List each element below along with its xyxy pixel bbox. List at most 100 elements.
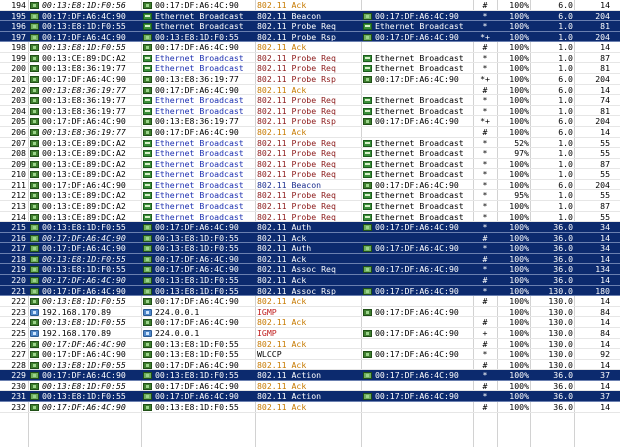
data-rate: 130.0: [531, 286, 573, 296]
table-row[interactable]: 206 00:13:E8:36:19:77 00:17:DF:A6:4C:90 802…: [0, 127, 620, 138]
receiver-address-text: Ethernet Broadcast: [375, 169, 464, 179]
table-row[interactable]: 229 00:17:DF:A6:4C:90 00:13:E8:1D:F0:55 802…: [0, 370, 620, 381]
data-rate: 1.0: [531, 32, 573, 42]
protocol-text: 802.11 Probe Req: [257, 137, 336, 148]
protocol: 802.11 Ack: [257, 233, 361, 243]
signal-text: 100%: [509, 264, 529, 275]
table-row[interactable]: 232 00:17:DF:A6:4C:90 00:13:E8:1D:F0:55 802…: [0, 402, 620, 413]
table-row[interactable]: 217 00:17:DF:A6:4C:90 00:13:E8:1D:F0:55 802…: [0, 243, 620, 254]
protocol-text: 802.11 Probe Rsp: [257, 116, 336, 126]
table-row[interactable]: 224 00:13:E8:1D:F0:55 00:17:DF:A6:4C:90 802…: [0, 317, 620, 328]
device-icon: [143, 404, 152, 412]
table-row[interactable]: 202 00:13:E8:36:19:77 00:17:DF:A6:4C:90 802…: [0, 85, 620, 96]
receiver-address-text: 00:17:DF:A6:4C:90: [375, 74, 459, 84]
device-icon: [30, 382, 39, 390]
source-address-text: 00:13:E8:1D:F0:55: [42, 391, 126, 402]
receiver-address-text: Ethernet Broadcast: [375, 95, 464, 105]
protocol: 802.11 Ack: [257, 85, 361, 95]
signal: 95%: [499, 190, 529, 200]
table-row[interactable]: 212 00:13:CE:89:DC:A2 Ethernet Broadcast 80…: [0, 190, 620, 202]
receiver-address-text: 00:17:DF:A6:4C:90: [375, 116, 459, 126]
size-text: 14: [600, 84, 610, 95]
table-row[interactable]: 201 00:17:DF:A6:4C:90 00:13:E8:36:19:77 802…: [0, 74, 620, 85]
table-row[interactable]: 226 00:17:DF:A6:4C:90 00:13:E8:1D:F0:55 802…: [0, 339, 620, 350]
table-row[interactable]: 222 00:13:E8:1D:F0:55 00:17:DF:A6:4C:90 802…: [0, 296, 620, 307]
signal: 100%: [499, 21, 529, 31]
table-row[interactable]: 218 00:13:E8:1D:F0:55 00:17:DF:A6:4C:90 802…: [0, 253, 620, 265]
destination-address: 00:13:E8:36:19:77: [143, 74, 255, 84]
table-row[interactable]: 204 00:13:E8:36:19:77 Ethernet Broadcast 80…: [0, 106, 620, 117]
device-icon: [143, 393, 152, 401]
table-row[interactable]: 195 00:17:DF:A6:4C:90 Ethernet Broadcast 80…: [0, 10, 620, 22]
table-row[interactable]: 225 192.168.170.89 224.0.0.1 IGMP 00:17:DF:A…: [0, 328, 620, 339]
destination-address: Ethernet Broadcast: [143, 21, 255, 31]
data-rate-text: 36.0: [553, 402, 573, 412]
size-text: 81: [600, 105, 610, 116]
table-row[interactable]: 207 00:13:CE:89:DC:A2 Ethernet Broadcast 80…: [0, 138, 620, 149]
receiver-address: [363, 254, 473, 264]
table-row[interactable]: 205 00:17:DF:A6:4C:90 00:13:E8:36:19:77 802…: [0, 116, 620, 127]
device-icon: [143, 86, 152, 94]
receiver-address: 00:17:DF:A6:4C:90: [363, 243, 473, 253]
packet-number: 219: [0, 264, 26, 274]
size: 37: [576, 391, 610, 401]
table-row[interactable]: 203 00:13:E8:36:19:77 Ethernet Broadcast 80…: [0, 95, 620, 106]
table-row[interactable]: 199 00:13:CE:89:DC:A2 Ethernet Broadcast 80…: [0, 53, 620, 64]
broadcast-icon: [143, 160, 152, 168]
table-row[interactable]: 231 00:13:E8:1D:F0:55 00:17:DF:A6:4C:90 802…: [0, 391, 620, 403]
table-row[interactable]: 197 00:17:DF:A6:4C:90 00:13:E8:1D:F0:55 802…: [0, 31, 620, 43]
table-row[interactable]: 220 00:17:DF:A6:4C:90 00:13:E8:1D:F0:55 802…: [0, 275, 620, 286]
size-text: 87: [600, 201, 610, 211]
table-row[interactable]: 209 00:13:CE:89:DC:A2 Ethernet Broadcast 80…: [0, 159, 620, 170]
table-row[interactable]: 221 00:17:DF:A6:4C:90 00:13:E8:1D:F0:55 802…: [0, 285, 620, 297]
destination-address-text: Ethernet Broadcast: [155, 105, 244, 116]
protocol: 802.11 Probe Req: [257, 95, 361, 105]
protocol: 802.11 Ack: [257, 42, 361, 52]
packet-number-text: 225: [11, 327, 26, 338]
signal: 100%: [499, 254, 529, 264]
table-row[interactable]: 196 00:13:E8:1D:F0:55 Ethernet Broadcast 80…: [0, 21, 620, 32]
table-row[interactable]: 194 00:13:E8:1D:F0:56 00:17:DF:A6:4C:90 802…: [0, 0, 620, 11]
source-address: 00:13:E8:1D:F0:55: [30, 254, 140, 263]
receiver-address: [363, 296, 473, 306]
table-row[interactable]: 198 00:13:E8:1D:F0:55 00:17:DF:A6:4C:90 802…: [0, 42, 620, 53]
table-row[interactable]: 219 00:13:E8:1D:F0:55 00:17:DF:A6:4C:90 802…: [0, 264, 620, 276]
flags-text: *: [482, 169, 488, 179]
source-address-text: 00:13:E8:1D:F0:55: [42, 222, 126, 232]
destination-address-text: Ethernet Broadcast: [155, 52, 244, 63]
broadcast-icon: [363, 192, 372, 200]
table-row[interactable]: 230 00:13:E8:1D:F0:55 00:17:DF:A6:4C:90 802…: [0, 381, 620, 392]
table-row[interactable]: 223 192.168.170.89 224.0.0.1 IGMP 00:17:DF:A…: [0, 307, 620, 318]
table-row[interactable]: 228 00:13:E8:1D:F0:55 00:17:DF:A6:4C:90 802…: [0, 360, 620, 371]
signal: 100%: [499, 201, 529, 211]
table-row[interactable]: 216 00:17:DF:A6:4C:90 00:13:E8:1D:F0:55 802…: [0, 232, 620, 244]
protocol-text: 802.11 Assoc Rsp: [257, 285, 336, 296]
receiver-address-text: Ethernet Broadcast: [375, 21, 464, 31]
size: 81: [576, 21, 610, 31]
table-row[interactable]: 214 00:13:CE:89:DC:A2 Ethernet Broadcast 80…: [0, 212, 620, 223]
device-icon: [363, 266, 372, 274]
signal-text: 95%: [514, 190, 529, 201]
flags: *: [474, 370, 496, 380]
flags-text: #: [482, 338, 488, 349]
packet-number-text: 195: [11, 10, 26, 21]
device-icon: [143, 319, 152, 327]
data-rate: 36.0: [531, 243, 573, 253]
flags: *: [474, 212, 496, 222]
flags: *: [474, 349, 496, 359]
table-row[interactable]: 211 00:17:DF:A6:4C:90 Ethernet Broadcast 80…: [0, 180, 620, 191]
table-row[interactable]: 227 00:17:DF:A6:4C:90 00:13:E8:1D:F0:55 WLC…: [0, 349, 620, 360]
table-row[interactable]: 200 00:13:E8:36:19:77 Ethernet Broadcast 80…: [0, 63, 620, 75]
packet-number: 222: [0, 296, 26, 306]
size: 34: [576, 222, 610, 232]
device-icon: [30, 213, 39, 221]
table-row[interactable]: 208 00:13:CE:89:DC:A2 Ethernet Broadcast 80…: [0, 148, 620, 159]
flags-text: #: [482, 317, 488, 327]
size: 87: [576, 53, 610, 63]
device-icon: [143, 245, 152, 253]
size: 134: [576, 264, 610, 274]
table-row[interactable]: 210 00:13:CE:89:DC:A2 Ethernet Broadcast 80…: [0, 169, 620, 180]
flags: *: [474, 95, 496, 105]
table-row[interactable]: 213 00:13:CE:89:DC:A2 Ethernet Broadcast 80…: [0, 201, 620, 212]
table-row[interactable]: 215 00:13:E8:1D:F0:55 00:17:DF:A6:4C:90 802…: [0, 222, 620, 233]
